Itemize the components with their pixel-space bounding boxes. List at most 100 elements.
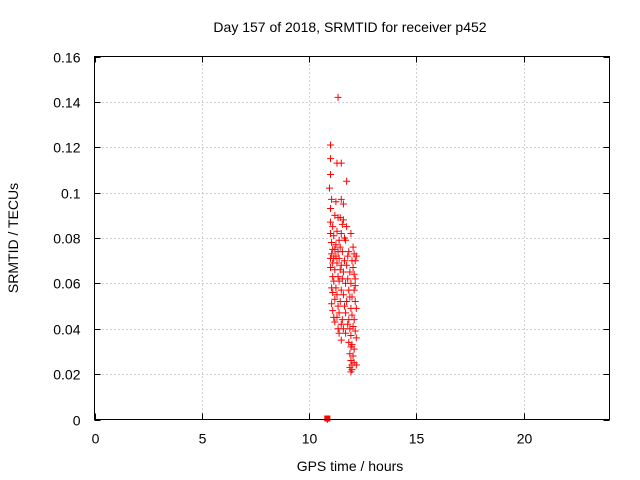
y-tick-label: 0.04 <box>53 322 80 338</box>
data-point <box>335 236 343 244</box>
y-tick-label: 0.06 <box>53 276 80 292</box>
data-point <box>336 243 344 251</box>
data-point <box>331 295 339 303</box>
data-point <box>344 252 352 260</box>
chart-title: Day 157 of 2018, SRMTID for receiver p45… <box>213 19 486 35</box>
data-point <box>344 320 352 328</box>
y-tick-label: 0.02 <box>53 367 80 383</box>
data-point <box>329 288 337 296</box>
data-point <box>343 223 351 231</box>
data-point <box>349 263 357 271</box>
data-point <box>345 248 353 256</box>
data-point <box>329 307 337 315</box>
data-point <box>349 352 357 360</box>
data-point <box>325 184 333 192</box>
data-point <box>338 248 346 256</box>
y-axis-title: SRMTID / TECUs <box>5 183 21 293</box>
data-point <box>332 241 340 249</box>
data-point <box>343 177 351 185</box>
data-point <box>346 325 354 333</box>
y-tick-label: 0.1 <box>61 186 81 202</box>
data-point <box>337 286 345 294</box>
data-point <box>340 302 348 310</box>
data-point <box>352 304 360 312</box>
data-point <box>347 279 355 287</box>
x-tick-label: 5 <box>199 431 207 447</box>
data-point <box>331 318 339 326</box>
data-point <box>327 141 335 149</box>
data-point <box>334 302 342 310</box>
data-point <box>352 334 360 342</box>
data-point <box>337 159 345 167</box>
data-points <box>323 93 360 423</box>
data-point <box>346 268 354 276</box>
data-point <box>348 311 356 319</box>
grid <box>94 56 610 420</box>
x-tick-label: 20 <box>517 431 533 447</box>
data-point <box>337 320 345 328</box>
data-point <box>342 329 350 337</box>
data-point <box>327 155 335 163</box>
x-axis-title: GPS time / hours <box>297 458 404 474</box>
data-point <box>333 259 341 267</box>
y-tick-label: 0.08 <box>53 231 80 247</box>
data-point <box>338 220 346 228</box>
data-point <box>328 300 336 308</box>
data-point <box>334 273 342 281</box>
data-point <box>337 336 345 344</box>
data-point <box>347 368 355 376</box>
data-point <box>333 291 341 299</box>
data-point <box>328 239 336 247</box>
plot-frame <box>94 56 610 420</box>
y-tick-label: 0.12 <box>53 140 80 156</box>
data-point <box>333 313 341 321</box>
data-point <box>339 216 347 224</box>
data-point <box>337 229 345 237</box>
data-point <box>342 309 350 317</box>
y-tick-labels: 0 0.02 0.04 0.06 0.08 0.1 0.12 0.14 0.16 <box>53 50 80 429</box>
y-tick-label: 0.16 <box>53 50 80 66</box>
data-point <box>349 243 357 251</box>
data-point <box>335 329 343 337</box>
data-point <box>330 232 338 240</box>
data-point <box>350 286 358 294</box>
data-point <box>350 270 358 278</box>
y-tick-label: 0.14 <box>53 95 80 111</box>
x-tick-labels: 0 5 10 15 20 <box>92 431 533 447</box>
x-tick-label: 0 <box>92 431 100 447</box>
data-point <box>343 261 351 269</box>
data-point <box>351 275 359 283</box>
data-point <box>334 93 342 101</box>
data-point <box>343 298 351 306</box>
data-point <box>327 218 335 226</box>
data-point <box>336 298 344 306</box>
data-point <box>335 309 343 317</box>
axis-ticks <box>94 56 610 421</box>
data-point <box>339 200 347 208</box>
data-point <box>327 263 335 271</box>
data-point <box>335 254 343 262</box>
y-tick-label: 0 <box>73 413 81 429</box>
data-point <box>348 293 356 301</box>
data-point <box>340 257 348 265</box>
data-point <box>350 345 358 353</box>
data-point <box>332 198 340 206</box>
data-point <box>339 325 347 333</box>
data-point <box>337 195 345 203</box>
data-point <box>338 316 346 324</box>
data-point <box>329 223 337 231</box>
data-point <box>332 284 340 292</box>
x-tick-label: 15 <box>409 431 425 447</box>
data-point <box>351 257 359 265</box>
x-tick-label: 10 <box>302 431 318 447</box>
data-point <box>342 236 350 244</box>
data-point <box>351 282 359 290</box>
data-point <box>335 277 343 285</box>
data-point <box>333 227 341 235</box>
data-point <box>339 291 347 299</box>
data-point <box>351 298 359 306</box>
data-point <box>344 275 352 283</box>
data-point <box>328 195 336 203</box>
data-point <box>352 252 360 260</box>
